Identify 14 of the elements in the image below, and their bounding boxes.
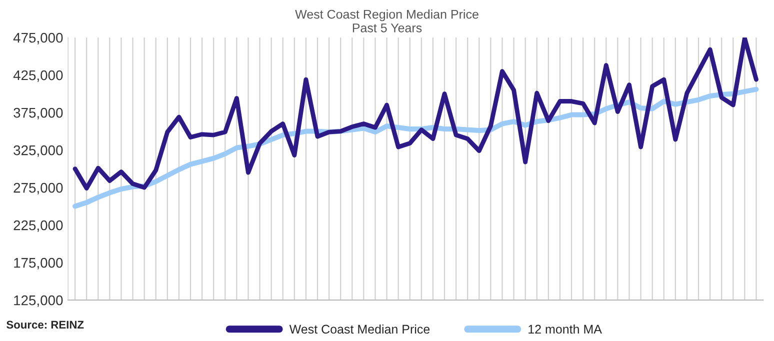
y-tick-label: 325,000 — [14, 145, 63, 157]
y-tick-label: 225,000 — [14, 220, 63, 232]
y-tick-label: 275,000 — [14, 182, 63, 194]
line-series — [72, 38, 758, 191]
source-note: Source: REINZ — [6, 320, 84, 329]
y-tick-label: 175,000 — [14, 258, 63, 270]
y-tick-label: 475,000 — [13, 32, 63, 44]
y-tick-label: 375,000 — [14, 108, 63, 120]
chart-subtitle: Past 5 Years — [352, 24, 422, 32]
legend-label: 12 month MA — [528, 324, 602, 334]
legend-label: West Coast Median Price — [289, 324, 430, 334]
y-tick-label: 425,000 — [13, 70, 63, 82]
y-tick-label: 125,000 — [14, 295, 63, 307]
chart-title: West Coast Region Median Price — [295, 10, 478, 22]
